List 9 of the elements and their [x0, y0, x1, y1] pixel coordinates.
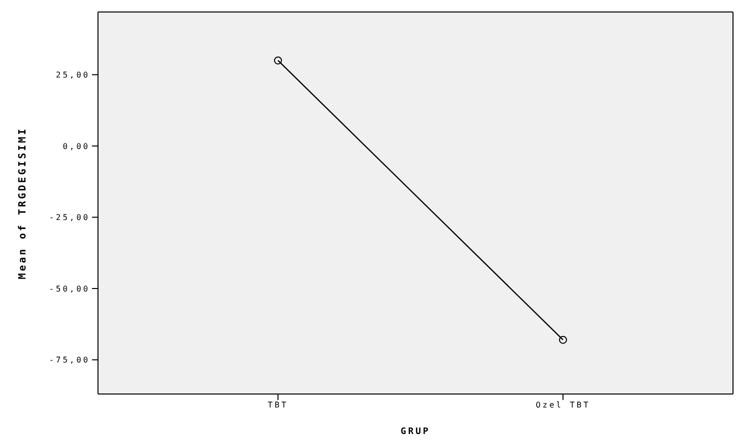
x-axis-title: GRUP [400, 427, 430, 437]
y-tick-label: 25,00 [56, 70, 90, 80]
x-tick-label: Ozel TBT [536, 400, 590, 410]
x-tick-label: TBT [268, 400, 288, 410]
y-tick-label: 0,00 [62, 142, 90, 151]
y-tick-label: -50,00 [49, 284, 90, 294]
y-tick-label: -75,00 [49, 356, 90, 365]
y-axis-title: Mean of TRGDEGISIMI [18, 126, 29, 280]
y-tick-label: -25,00 [49, 213, 90, 222]
